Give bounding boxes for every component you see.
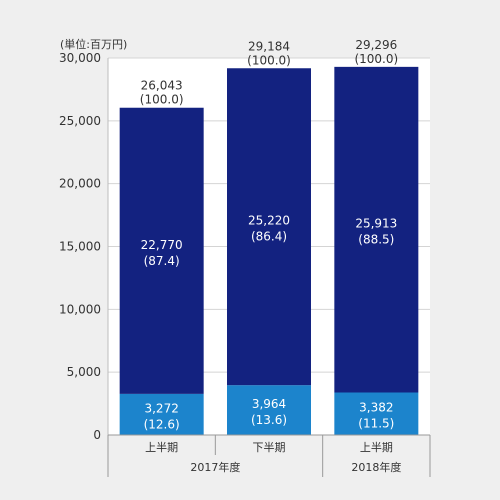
data-label-percent: (86.4) — [251, 230, 287, 244]
y-tick-label: 0 — [93, 428, 101, 442]
x-axis: 上半期 下半期 上半期 2017年度 2018年度 — [107, 434, 431, 477]
x-tick-label: 上半期 — [145, 440, 178, 454]
total-label: 29,184 — [248, 39, 290, 53]
total-label: 26,043 — [141, 79, 183, 93]
data-label-percent: (88.5) — [358, 233, 394, 247]
unit-label: (単位:百万円) — [60, 37, 127, 51]
data-label: 22,770 — [141, 238, 183, 252]
bar-segment — [227, 385, 311, 435]
bar-segment — [119, 393, 204, 435]
total-label: 29,296 — [355, 38, 397, 52]
total-percent-label: (100.0) — [247, 53, 291, 67]
x-group-label: 2018年度 — [351, 460, 401, 474]
y-axis: 0 5,000 10,000 15,000 20,000 25,000 30,000 — [59, 51, 109, 442]
y-tick-label: 30,000 — [59, 51, 101, 65]
y-tick-label: 10,000 — [59, 302, 101, 316]
y-tick-label: 5,000 — [67, 365, 101, 379]
data-label: 3,272 — [144, 401, 178, 415]
total-percent-label: (100.0) — [140, 93, 184, 107]
bars: 3,272(12.6)22,770(87.4)26,043(100.0)3,96… — [119, 38, 419, 435]
data-label: 3,964 — [252, 397, 286, 411]
data-label-percent: (13.6) — [251, 413, 287, 427]
data-label-percent: (12.6) — [144, 417, 180, 431]
bar-segment — [334, 66, 419, 393]
x-tick-label: 上半期 — [360, 440, 393, 454]
data-label-percent: (11.5) — [358, 417, 394, 431]
data-label-percent: (87.4) — [144, 254, 180, 268]
y-tick-label: 15,000 — [59, 240, 101, 254]
x-tick-label: 下半期 — [253, 440, 286, 454]
y-tick-label: 20,000 — [59, 177, 101, 191]
data-label: 25,913 — [355, 217, 397, 231]
y-tick-label: 25,000 — [59, 114, 101, 128]
bar-segment — [334, 392, 419, 435]
bar-segment — [227, 68, 311, 386]
total-percent-label: (100.0) — [354, 52, 398, 66]
data-label: 3,382 — [359, 401, 393, 415]
x-group-label: 2017年度 — [190, 460, 240, 474]
data-label: 25,220 — [248, 214, 290, 228]
bar-segment — [119, 107, 204, 394]
